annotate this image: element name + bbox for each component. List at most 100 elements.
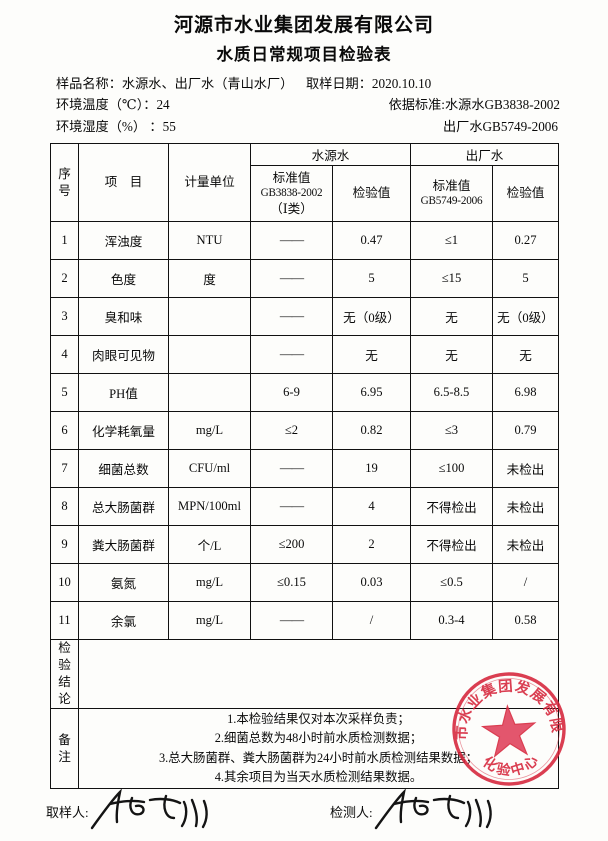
table-wrapper: 序 号 项 目 计量单位 水源水 出厂水 标准值 GB3838-2002 （Ⅰ类… bbox=[0, 137, 608, 790]
row-value-source: 2 bbox=[332, 525, 411, 565]
th-standard-source-line3: （Ⅰ类） bbox=[270, 201, 313, 216]
th-unit: 计量单位 bbox=[168, 143, 251, 223]
row-standard-source: —— bbox=[250, 449, 333, 489]
group-header-row: 序 号 项 目 计量单位 水源水 出厂水 bbox=[50, 143, 559, 223]
table-row: 4 肉眼可见物 —— 无无无 bbox=[50, 335, 559, 375]
remarks-row: 备注 1.本检验结果仅对本次采样负责； 2.细菌总数为48小时前水质检测数据； 3.… bbox=[50, 708, 559, 790]
row-value-finished: 5 bbox=[492, 259, 559, 299]
row-standard-finished: 0.3-4 bbox=[410, 601, 493, 641]
th-standard-finished-line2: GB5749-2006 bbox=[420, 195, 483, 208]
row-item-name: 色度 bbox=[78, 259, 169, 299]
meta-row-temperature: 环境温度（℃）：24 依据标准:水源水GB3838-2002 bbox=[56, 94, 560, 115]
column-header-row: 标准值 GB3838-2002 （Ⅰ类） 检验值 标准值 GB5749-2006… bbox=[51, 165, 559, 223]
row-value-source: 19 bbox=[332, 449, 411, 489]
row-unit: MPN/100ml bbox=[168, 487, 251, 527]
row-standard-source: —— bbox=[250, 297, 333, 337]
reference-standard-source: 依据标准:水源水GB3838-2002 bbox=[388, 97, 560, 113]
th-index: 序 号 bbox=[50, 143, 79, 223]
th-group-source-water: 水源水 bbox=[250, 143, 411, 167]
tester-signature-mark bbox=[374, 788, 492, 830]
row-item-name: 化学耗氧量 bbox=[78, 411, 169, 451]
meta-row-humidity: 环境湿度（%） ：55 出厂水GB5749-2006 bbox=[56, 116, 560, 137]
row-standard-source: —— bbox=[250, 221, 333, 261]
th-standard-source: 标准值 GB3838-2002 （Ⅰ类） bbox=[250, 165, 333, 223]
remarks-note: 1.本检验结果仅对本次采样负责； bbox=[227, 712, 410, 727]
row-value-finished: 未检出 bbox=[492, 525, 559, 565]
row-unit: mg/L bbox=[168, 563, 251, 603]
conclusion-value bbox=[78, 639, 559, 710]
remarks-note: 2.细菌总数为48小时前水质检测数据； bbox=[214, 731, 423, 746]
row-item-name: 浑浊度 bbox=[78, 221, 169, 261]
row-standard-finished: 不得检出 bbox=[410, 487, 493, 527]
sample-date: 取样日期：2020.10.10 bbox=[306, 75, 432, 91]
row-standard-finished: 6.5-8.5 bbox=[410, 373, 493, 413]
table-head: 序 号 项 目 计量单位 水源水 出厂水 标准值 GB3838-2002 （Ⅰ类… bbox=[50, 143, 559, 223]
reference-standard-finished: 出厂水GB5749-2006 bbox=[442, 118, 558, 134]
table-row: 3 臭和味 —— 无（0级）无无（0级） bbox=[50, 297, 559, 337]
row-unit: NTU bbox=[168, 221, 251, 261]
table-row: 6 化学耗氧量 mg/L ≤2 0.82 ≤3 0.79 bbox=[50, 411, 559, 451]
th-standard-source-line1: 标准值 bbox=[272, 171, 311, 186]
row-item-name: 细菌总数 bbox=[78, 449, 169, 489]
tester-signature-label: 检测人: bbox=[330, 805, 373, 820]
water-quality-table: 序 号 项 目 计量单位 水源水 出厂水 标准值 GB3838-2002 （Ⅰ类… bbox=[50, 143, 559, 790]
meta-row-sample: 样品名称：水源水、出厂水（青山水厂） 取样日期：2020.10.10 bbox=[56, 73, 560, 94]
row-item-name: 余氯 bbox=[78, 601, 169, 641]
row-unit bbox=[168, 297, 251, 337]
remarks-label: 备注 bbox=[50, 708, 79, 790]
row-standard-finished: 不得检出 bbox=[410, 525, 493, 565]
row-value-source: 0.47 bbox=[332, 221, 411, 261]
table-row: 9 粪大肠菌群 个/L ≤200 2 不得检出 未检出 bbox=[50, 525, 559, 565]
row-index: 7 bbox=[50, 449, 79, 489]
th-standard-source-line2: GB3838-2002 bbox=[260, 187, 323, 200]
row-value-source: 5 bbox=[332, 259, 411, 299]
remarks-note: 3.总大肠菌群、粪大肠菌群为24小时前水质检测结果数据； bbox=[158, 750, 479, 765]
row-standard-source: —— bbox=[250, 601, 333, 641]
signature-area: 取样人: 检测人: bbox=[0, 788, 608, 841]
row-index: 4 bbox=[50, 335, 79, 375]
conclusion-label: 检验 结论 bbox=[50, 639, 79, 710]
row-value-finished: 0.58 bbox=[492, 601, 559, 641]
row-standard-source: ≤0.15 bbox=[250, 563, 333, 603]
row-unit: mg/L bbox=[168, 411, 251, 451]
row-standard-source: ≤200 bbox=[250, 525, 333, 565]
ambient-humidity: 环境湿度（%） ：55 bbox=[56, 118, 176, 134]
row-unit: 度 bbox=[168, 259, 251, 299]
conclusion-row: 检验 结论 bbox=[50, 639, 559, 710]
row-unit: 个/L bbox=[168, 525, 251, 565]
row-index: 9 bbox=[50, 525, 79, 565]
row-standard-finished: ≤3 bbox=[410, 411, 493, 451]
row-value-finished: 无 bbox=[492, 335, 559, 375]
table-row: 1 浑浊度 NTU —— 0.47 ≤1 0.27 bbox=[50, 221, 559, 261]
row-unit bbox=[168, 335, 251, 375]
row-unit: CFU/ml bbox=[168, 449, 251, 489]
table-row: 2 色度度 —— 5 ≤15 5 bbox=[50, 259, 559, 299]
row-standard-source: —— bbox=[250, 259, 333, 299]
conclusion-label-line1: 检验 bbox=[58, 641, 71, 673]
row-index: 5 bbox=[50, 373, 79, 413]
row-standard-finished: ≤0.5 bbox=[410, 563, 493, 603]
row-value-source: 4 bbox=[332, 487, 411, 527]
row-standard-source: —— bbox=[250, 487, 333, 527]
row-standard-finished: ≤1 bbox=[410, 221, 493, 261]
row-item-name: 肉眼可见物 bbox=[78, 335, 169, 375]
row-value-finished: / bbox=[492, 563, 559, 603]
table-row: 8 总大肠菌群 MPN/100ml —— 4 不得检出 未检出 bbox=[50, 487, 559, 527]
row-standard-source: —— bbox=[250, 335, 333, 375]
row-standard-finished: 无 bbox=[410, 335, 493, 375]
sampler-signature-label: 取样人: bbox=[46, 805, 89, 820]
row-standard-finished: 无 bbox=[410, 297, 493, 337]
th-standard-finished-line1: 标准值 bbox=[432, 179, 471, 194]
row-standard-source: 6-9 bbox=[250, 373, 333, 413]
table-row: 5 PH值 6-9 6.95 6.5-8.5 6.98 bbox=[50, 373, 559, 413]
row-item-name: 氨氮 bbox=[78, 563, 169, 603]
sample-name: 样品名称：水源水、出厂水（青山水厂） bbox=[56, 75, 294, 91]
row-value-source: 无（0级） bbox=[332, 297, 411, 337]
sampler-signature-mark bbox=[90, 788, 208, 830]
row-value-finished: 无（0级） bbox=[492, 297, 559, 337]
th-standard-finished: 标准值 GB5749-2006 bbox=[410, 165, 493, 223]
row-unit bbox=[168, 373, 251, 413]
table-foot: 检验 结论 备注 1.本检验结果仅对本次采样负责； 2.细菌总数为48小时前水质检… bbox=[50, 639, 559, 790]
form-title: 水质日常规项目检验表 bbox=[216, 44, 392, 64]
